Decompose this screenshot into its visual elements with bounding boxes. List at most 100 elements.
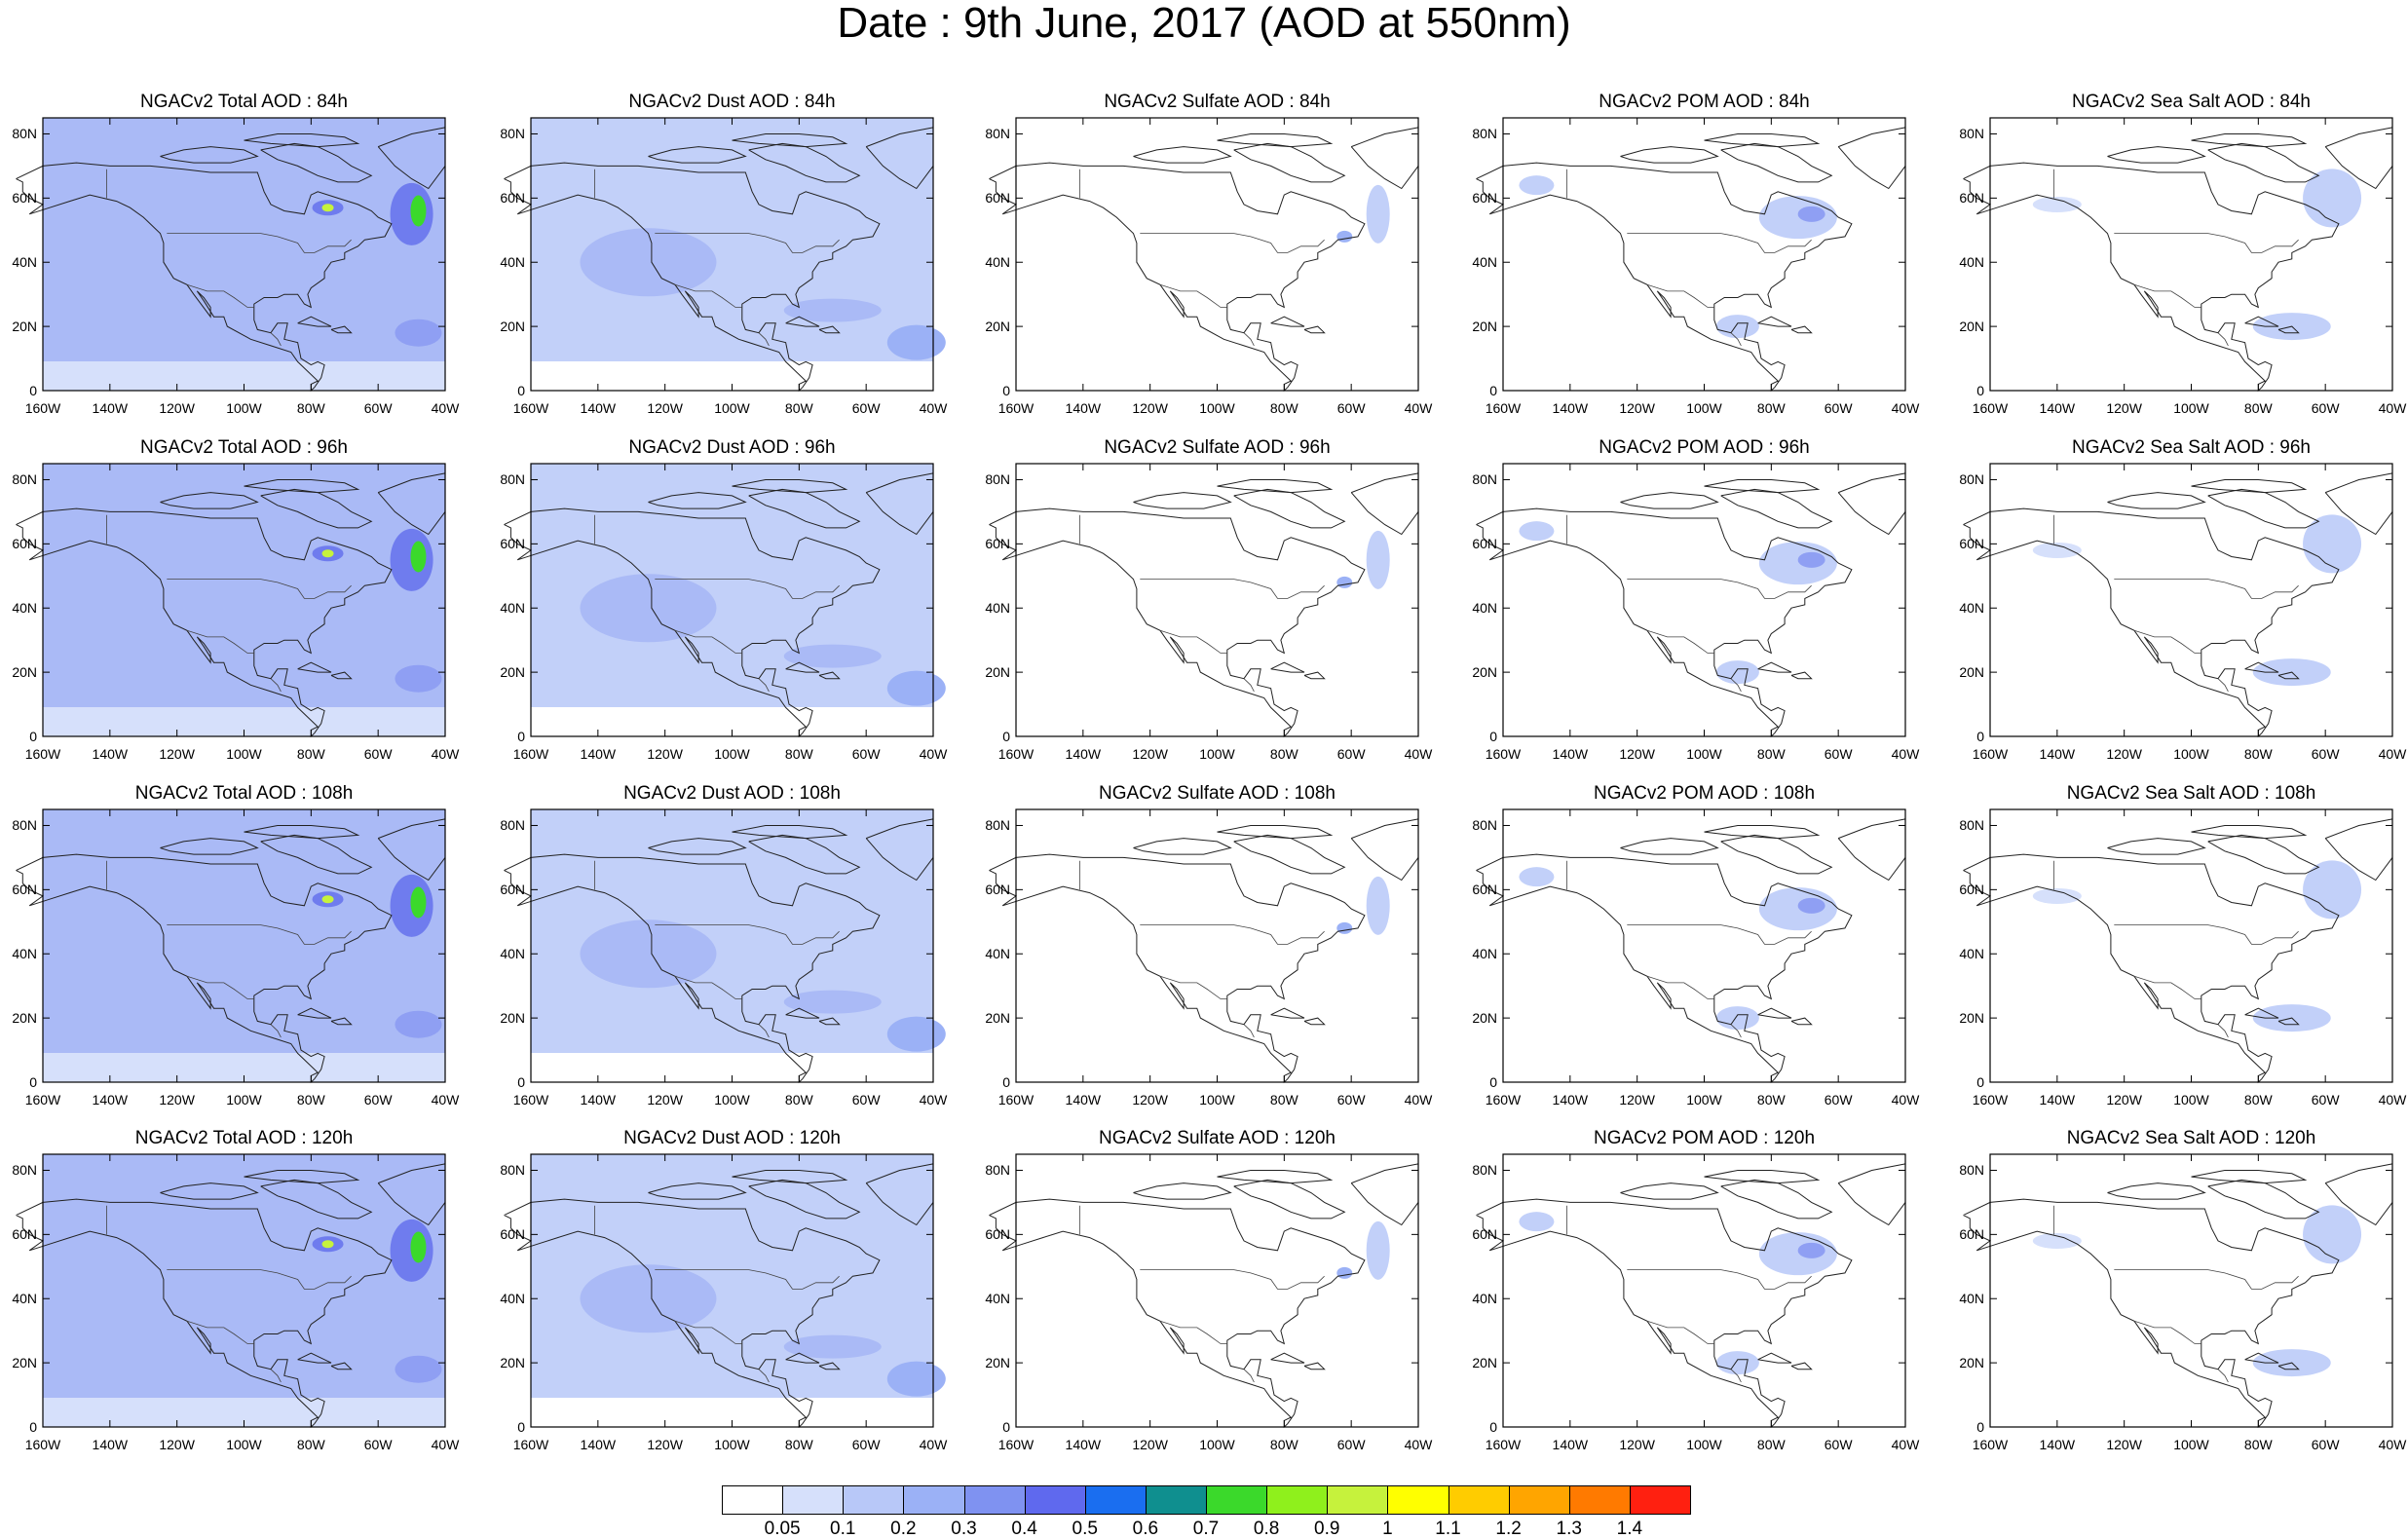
- map-frame: [1015, 808, 1419, 1083]
- country-border: [758, 332, 770, 347]
- lon-tick-label: 40W: [1404, 1092, 1433, 1107]
- coastline: [260, 488, 373, 529]
- panel-title: NGACv2 Dust AOD : 96h: [628, 437, 836, 458]
- coastline: [1270, 661, 1305, 673]
- country-border: [1140, 1269, 1325, 1290]
- coastline: [1350, 472, 1419, 536]
- lon-tick-label: 140W: [1065, 1092, 1102, 1107]
- lon-tick-label: 40W: [2378, 400, 2407, 416]
- lon-tick-label: 40W: [431, 1092, 460, 1107]
- coastline: [1133, 146, 1232, 164]
- sulfate-plume: [1366, 876, 1390, 935]
- seasalt-plume: [2303, 169, 2362, 228]
- country-border: [2133, 283, 2201, 308]
- country-border: [1140, 924, 1325, 945]
- pom-plume: [1715, 660, 1759, 685]
- coastline: [1270, 1007, 1305, 1019]
- lon-tick-label: 160W: [997, 746, 1035, 762]
- lon-tick-label: 60W: [363, 400, 393, 416]
- lon-tick-label: 100W: [2173, 1437, 2209, 1452]
- lon-tick-label: 100W: [2173, 746, 2209, 762]
- coastline: [1303, 1017, 1326, 1026]
- coastline: [1963, 507, 2340, 738]
- coastline: [1790, 325, 1813, 334]
- lon-tick-label: 60W: [1336, 400, 1366, 416]
- lat-tick-label: 0: [1976, 1419, 1984, 1435]
- lat-tick-label: 40N: [1472, 1291, 1497, 1307]
- map-frame: [530, 117, 934, 392]
- pom-plume: [1758, 887, 1837, 931]
- lon-tick-label: 60W: [1824, 1092, 1853, 1107]
- lon-tick-label: 100W: [2173, 1092, 2209, 1107]
- country-border: [2114, 1269, 2299, 1290]
- coastline: [2107, 1182, 2206, 1200]
- map-frame: [42, 117, 446, 392]
- seasalt-plume: [2032, 196, 2082, 212]
- coastline: [297, 661, 332, 673]
- coastline: [1303, 325, 1326, 334]
- lon-tick-label: 160W: [1972, 746, 2009, 762]
- aod-low-band: [43, 707, 445, 736]
- seasalt-plume: [2252, 658, 2331, 687]
- coastline: [504, 853, 881, 1084]
- lon-tick-label: 120W: [1132, 400, 1168, 416]
- coastline: [2207, 834, 2320, 875]
- coastline: [2244, 1007, 2279, 1019]
- lat-tick-label: 80N: [500, 817, 525, 834]
- seasalt-plume: [2252, 313, 2331, 341]
- lat-tick-label: 20N: [500, 1355, 525, 1371]
- colorbar-label: 1.1: [1435, 1519, 1461, 1539]
- country-border: [674, 283, 742, 308]
- lon-tick-label: 160W: [24, 746, 61, 762]
- lat-tick-label: 0: [517, 729, 525, 744]
- lat-tick-label: 0: [1976, 1074, 1984, 1090]
- coastline: [748, 488, 861, 529]
- coastline: [1720, 834, 1833, 875]
- lon-tick-label: 40W: [2378, 1437, 2407, 1452]
- lon-tick-label: 160W: [512, 400, 549, 416]
- colorbar-swatch: [903, 1485, 965, 1515]
- country-border: [655, 233, 840, 253]
- coastline: [160, 492, 259, 509]
- colorbar-swatch: [1145, 1485, 1207, 1515]
- lon-tick-label: 120W: [2106, 1092, 2142, 1107]
- colorbar-swatch: [1508, 1485, 1570, 1515]
- lat-tick-label: 80N: [985, 471, 1010, 488]
- colorbar-label: 0.2: [890, 1519, 917, 1539]
- lat-tick-label: 40N: [12, 946, 37, 962]
- coastline: [648, 1182, 747, 1200]
- lon-tick-label: 120W: [159, 1092, 195, 1107]
- coastline: [2244, 661, 2279, 673]
- country-border: [1730, 1024, 1742, 1038]
- country-border: [1243, 678, 1255, 693]
- lon-tick-label: 80W: [784, 400, 813, 416]
- country-border: [758, 1369, 770, 1383]
- lat-tick-label: 40N: [985, 600, 1010, 617]
- colorbar-label: 0.6: [1132, 1519, 1159, 1539]
- coastline: [1476, 1198, 1853, 1429]
- country-border: [270, 332, 282, 347]
- country-border: [1140, 579, 1325, 599]
- lat-tick-label: 20N: [1472, 1355, 1497, 1371]
- lat-tick-label: 0: [517, 1074, 525, 1090]
- coastline: [1476, 853, 1853, 1084]
- coastline: [1217, 133, 1334, 148]
- coastline: [989, 1198, 1366, 1429]
- aod-plume-core: [321, 1240, 334, 1249]
- country-border: [1646, 629, 1714, 654]
- coastline: [1720, 488, 1833, 529]
- coastline: [504, 507, 881, 738]
- lon-tick-label: 120W: [2106, 1437, 2142, 1452]
- coastline: [160, 146, 259, 164]
- lat-tick-label: 60N: [1472, 190, 1497, 206]
- coastline: [1476, 507, 1853, 738]
- lat-tick-label: 80N: [12, 1162, 37, 1179]
- pom-plume-core: [1797, 897, 1825, 914]
- pom-plume: [1715, 1351, 1759, 1375]
- lon-tick-label: 160W: [997, 400, 1035, 416]
- colorbar-swatch: [1448, 1485, 1510, 1515]
- coastline: [1133, 1182, 1232, 1200]
- lon-tick-label: 40W: [1404, 400, 1433, 416]
- lat-tick-label: 20N: [500, 1010, 525, 1027]
